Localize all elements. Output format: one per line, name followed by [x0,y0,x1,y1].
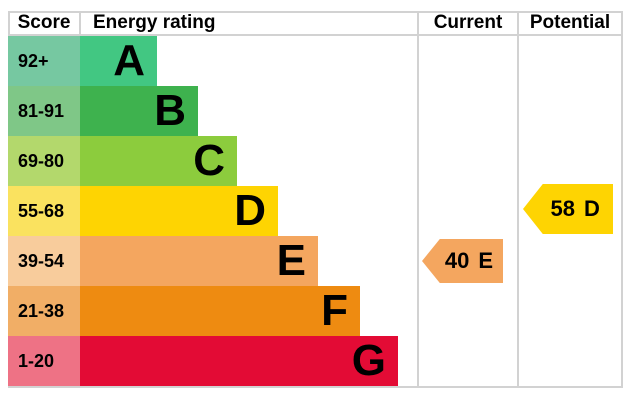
table-right-border [621,11,623,388]
score-header: Score [17,12,71,33]
table-bottom-border [8,386,623,388]
potential-rating-band-letter: D [583,196,600,221]
table-top-border [8,11,623,13]
band-bar-g: G [80,336,398,386]
band-bar-b: B [80,86,198,136]
current-rating-value: 40 [444,248,470,273]
band-bar-f: F [80,286,360,336]
band-row-b: 81-91 B [8,86,198,136]
potential-rating-value: 58 [550,196,575,221]
score-cell-c: 69-80 [8,136,80,186]
score-column-border [79,11,81,36]
score-cell-b: 81-91 [8,86,80,136]
score-cell-a: 92+ [8,36,80,86]
score-cell-f: 21-38 [8,286,80,336]
potential-rating-arrow: 58 D [523,184,613,234]
potential-rating-text: 58 D [551,196,600,222]
current-rating-band-letter: E [478,248,494,273]
current-rating-arrow: 40 E [422,239,503,283]
potential-column-border [517,11,519,388]
band-row-e: 39-54 E [8,236,318,286]
band-bar-d: D [80,186,278,236]
band-bar-e: E [80,236,318,286]
score-cell-g: 1-20 [8,336,80,386]
energy-rating-header: Energy rating [93,12,216,33]
current-rating-text: 40 E [445,248,493,274]
table-left-border [8,11,10,36]
current-column-border [417,11,419,388]
band-bar-a: A [80,36,157,86]
band-row-g: 1-20 G [8,336,398,386]
band-row-c: 69-80 C [8,136,237,186]
band-row-f: 21-38 F [8,286,360,336]
header-bottom-border [8,34,623,36]
current-header: Current [433,12,503,33]
score-cell-d: 55-68 [8,186,80,236]
band-row-d: 55-68 D [8,186,278,236]
score-cell-e: 39-54 [8,236,80,286]
band-bar-c: C [80,136,237,186]
band-row-a: 92+ A [8,36,157,86]
potential-header: Potential [529,12,611,33]
